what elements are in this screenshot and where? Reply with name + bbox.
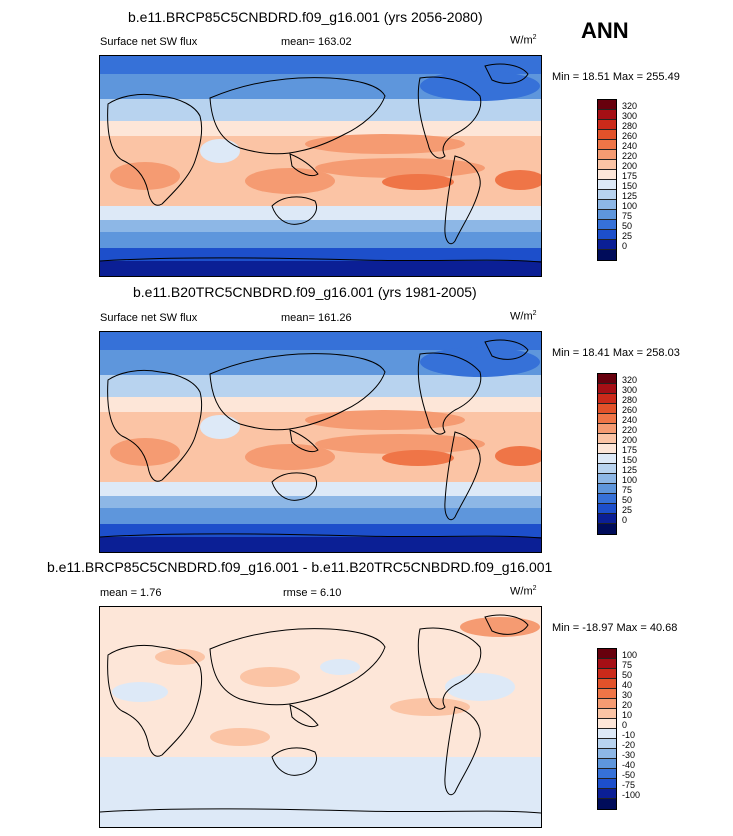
cbar-2-tick: 125 [622, 465, 638, 475]
cbar-1-tick: 320 [622, 101, 638, 111]
panel-3-colorbar [597, 648, 617, 810]
cbar-3-tick: -100 [622, 790, 641, 800]
cbar-2-tick: 175 [622, 445, 638, 455]
cbar-2-tick: 320 [622, 375, 638, 385]
cbar-1-tick: 150 [622, 181, 638, 191]
cbar-1-tick: 200 [622, 161, 638, 171]
cbar-2-tick: 25 [622, 505, 633, 515]
cbar-3-tick: 0 [622, 720, 628, 730]
panel-2-colorbar [597, 373, 617, 535]
panel-3-map [99, 606, 542, 828]
cbar-3-tick: -30 [622, 750, 636, 760]
panel-3-rmse-label: rmse = 6.10 [283, 587, 342, 599]
cbar-3-tick: 75 [622, 660, 633, 670]
cbar-3-tick: 20 [622, 700, 633, 710]
panel-3-title: b.e11.BRCP85C5CNBDRD.f09_g16.001 - b.e11… [47, 559, 553, 575]
cbar-1-tick: 0 [622, 241, 628, 251]
cbar-2-tick: 220 [622, 425, 638, 435]
cbar-3-tick: 40 [622, 680, 633, 690]
cbar-3-tick: -50 [622, 770, 636, 780]
cbar-1-tick: 175 [622, 171, 638, 181]
panel-1-title: b.e11.BRCP85C5CNBDRD.f09_g16.001 (yrs 20… [128, 9, 483, 25]
cbar-1-tick: 25 [622, 231, 633, 241]
panel-2-map [99, 331, 542, 553]
cbar-1-tick: 75 [622, 211, 633, 221]
cbar-2-tick: 300 [622, 385, 638, 395]
panel-2-minmax: Min = 18.41 Max = 258.03 [552, 347, 680, 359]
panel-1-units: W/m2 [510, 34, 537, 47]
panel-3-mean-label: mean = 1.76 [100, 587, 162, 599]
cbar-3-tick: 100 [622, 650, 638, 660]
cbar-1-tick: 220 [622, 151, 638, 161]
panel-1-minmax: Min = 18.51 Max = 255.49 [552, 71, 680, 83]
cbar-2-tick: 240 [622, 415, 638, 425]
cbar-2-tick: 200 [622, 435, 638, 445]
panel-3-minmax: Min = -18.97 Max = 40.68 [552, 622, 678, 634]
cbar-1-tick: 280 [622, 121, 638, 131]
cbar-2-tick: 280 [622, 395, 638, 405]
cbar-3-tick: 10 [622, 710, 633, 720]
cbar-3-tick: -10 [622, 730, 636, 740]
cbar-2-tick: 0 [622, 515, 628, 525]
cbar-3-tick: 50 [622, 670, 633, 680]
panel-2-mean-label: mean= 161.26 [281, 312, 352, 324]
cbar-3-tick: 30 [622, 690, 633, 700]
cbar-2-tick: 260 [622, 405, 638, 415]
panel-1-colorbar [597, 99, 617, 261]
cbar-1-tick: 125 [622, 191, 638, 201]
panel-3-units: W/m2 [510, 585, 537, 598]
cbar-1-tick: 100 [622, 201, 638, 211]
panel-1-map [99, 55, 542, 277]
cbar-1-tick: 240 [622, 141, 638, 151]
cbar-3-tick: -40 [622, 760, 636, 770]
cbar-1-tick: 300 [622, 111, 638, 121]
panel-1-variable-label: Surface net SW flux [100, 36, 198, 48]
panel-1-mean-label: mean= 163.02 [281, 36, 352, 48]
panel-2-title: b.e11.B20TRC5CNBDRD.f09_g16.001 (yrs 198… [133, 284, 477, 300]
cbar-3-tick: -75 [622, 780, 636, 790]
cbar-2-tick: 50 [622, 495, 633, 505]
panel-2-variable-label: Surface net SW flux [100, 312, 198, 324]
cbar-2-tick: 150 [622, 455, 638, 465]
panel-2-units: W/m2 [510, 310, 537, 323]
season-label: ANN [581, 18, 629, 43]
cbar-2-tick: 100 [622, 475, 638, 485]
cbar-1-tick: 50 [622, 221, 633, 231]
cbar-2-tick: 75 [622, 485, 633, 495]
cbar-3-tick: -20 [622, 740, 636, 750]
cbar-1-tick: 260 [622, 131, 638, 141]
